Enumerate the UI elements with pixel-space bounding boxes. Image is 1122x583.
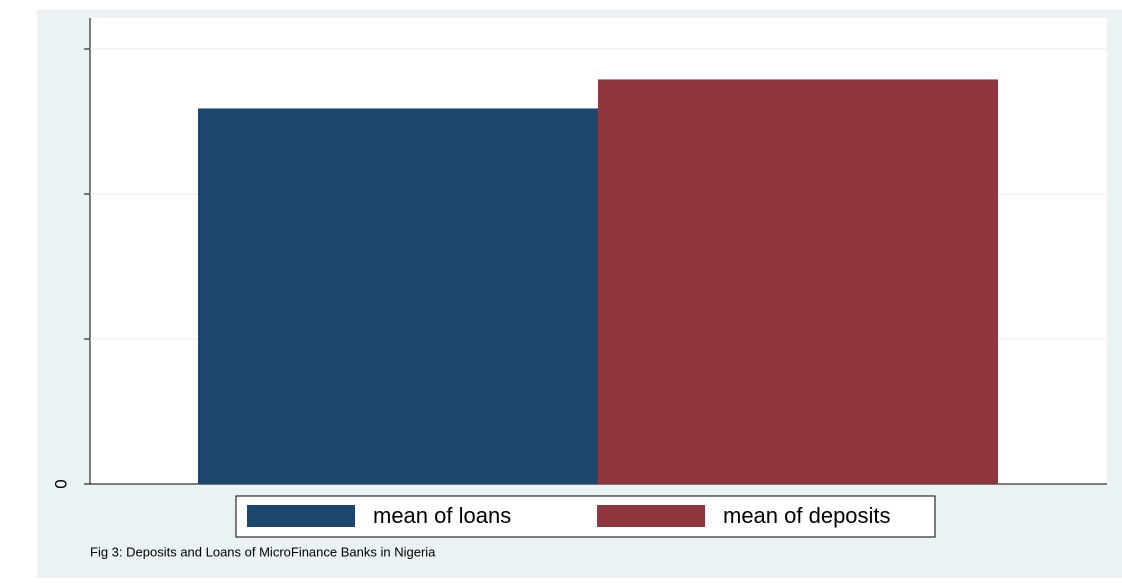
legend-swatch xyxy=(597,505,705,527)
bar xyxy=(598,79,998,484)
legend-label: mean of loans xyxy=(373,503,511,528)
y-tick-label: 0 xyxy=(51,479,70,488)
legend-swatch xyxy=(247,505,355,527)
bar xyxy=(198,108,598,484)
legend-label: mean of deposits xyxy=(723,503,891,528)
note: Fig 3: Deposits and Loans of MicroFinanc… xyxy=(90,544,436,559)
